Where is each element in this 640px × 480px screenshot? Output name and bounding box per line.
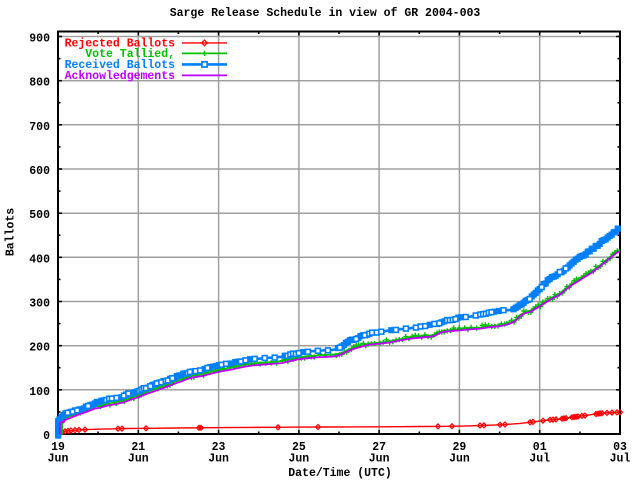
svg-text:Vote Tallied,: Vote Tallied, xyxy=(85,48,175,61)
svg-text:27: 27 xyxy=(372,441,386,454)
svg-text:21: 21 xyxy=(131,441,145,454)
svg-text:0: 0 xyxy=(43,430,50,443)
svg-text:Jun: Jun xyxy=(128,453,149,466)
svg-text:29: 29 xyxy=(453,441,467,454)
svg-text:500: 500 xyxy=(29,209,50,222)
svg-text:Acknowledgements: Acknowledgements xyxy=(65,70,176,83)
svg-text:600: 600 xyxy=(29,165,50,178)
svg-text:25: 25 xyxy=(292,441,306,454)
svg-text:200: 200 xyxy=(29,342,50,355)
svg-text:23: 23 xyxy=(212,441,226,454)
svg-text:Rejected Ballots: Rejected Ballots xyxy=(65,38,176,51)
svg-text:Jun: Jun xyxy=(208,453,229,466)
svg-text:Jun: Jun xyxy=(48,453,69,466)
svg-text:01: 01 xyxy=(533,441,547,454)
svg-text:900: 900 xyxy=(29,32,50,45)
svg-text:300: 300 xyxy=(29,297,50,310)
svg-text:Jul: Jul xyxy=(529,453,550,466)
svg-text:19: 19 xyxy=(51,441,65,454)
svg-text:400: 400 xyxy=(29,253,50,266)
svg-text:Jul: Jul xyxy=(610,453,631,466)
svg-text:Ballots: Ballots xyxy=(5,208,18,256)
svg-text:Jun: Jun xyxy=(369,453,390,466)
svg-text:03: 03 xyxy=(613,441,627,454)
svg-text:Jun: Jun xyxy=(288,453,309,466)
svg-text:Jun: Jun xyxy=(449,453,470,466)
svg-text:Sarge Release Schedule in view: Sarge Release Schedule in view of GR 200… xyxy=(170,7,481,20)
svg-text:100: 100 xyxy=(29,386,50,399)
svg-text:800: 800 xyxy=(29,77,50,90)
svg-text:Received Ballots: Received Ballots xyxy=(65,59,176,72)
svg-text:700: 700 xyxy=(29,121,50,134)
svg-text:Date/Time (UTC): Date/Time (UTC) xyxy=(288,467,392,480)
